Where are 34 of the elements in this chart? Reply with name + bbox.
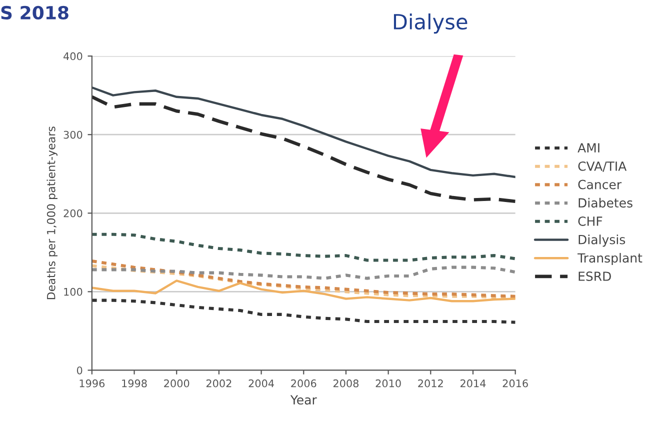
- line-series: [92, 86, 516, 178]
- x-tick-label: 2002: [206, 379, 232, 388]
- x-axis-title: Year: [290, 395, 317, 405]
- x-tick-label: 1998: [122, 379, 147, 388]
- line-series: [92, 232, 516, 262]
- legend-label: Diabetes: [578, 198, 632, 208]
- x-tick-label: 2008: [333, 379, 359, 388]
- y-axis-title: Deaths per 1,000 patient-years: [46, 126, 58, 300]
- line-series: [92, 266, 516, 280]
- legend-label: AMI: [578, 143, 600, 152]
- y-tick-label: 300: [64, 130, 82, 139]
- y-tick-label: 400: [64, 52, 82, 60]
- x-tick-label: 2010: [376, 379, 401, 388]
- legend-label: Cancer: [578, 180, 622, 190]
- x-tick-label: 2000: [164, 379, 190, 388]
- legend-label: ESRD: [578, 272, 611, 281]
- x-tick-label: 2016: [502, 379, 528, 388]
- x-tick-label: 2014: [460, 379, 486, 388]
- text: Dialyse: [394, 13, 468, 34]
- y-tick-label: 0: [76, 366, 82, 374]
- line-series: [92, 95, 516, 204]
- line-series: [92, 298, 516, 324]
- x-tick-label: 2004: [248, 379, 274, 388]
- x-tick-label: 1996: [80, 379, 105, 388]
- legend-label: CHF: [578, 216, 602, 226]
- y-tick-label: 100: [64, 288, 82, 296]
- legend-label: Transplant: [578, 252, 642, 266]
- legend-label: CVA/TIA: [578, 161, 627, 172]
- line-series: [92, 280, 516, 302]
- y-tick-label: 200: [64, 209, 82, 218]
- x-tick-label: 2012: [418, 379, 443, 388]
- legend-label: Dialysis: [578, 234, 626, 247]
- x-tick-label: 2006: [291, 379, 316, 388]
- chart-title: S 2018: [1, 6, 68, 20]
